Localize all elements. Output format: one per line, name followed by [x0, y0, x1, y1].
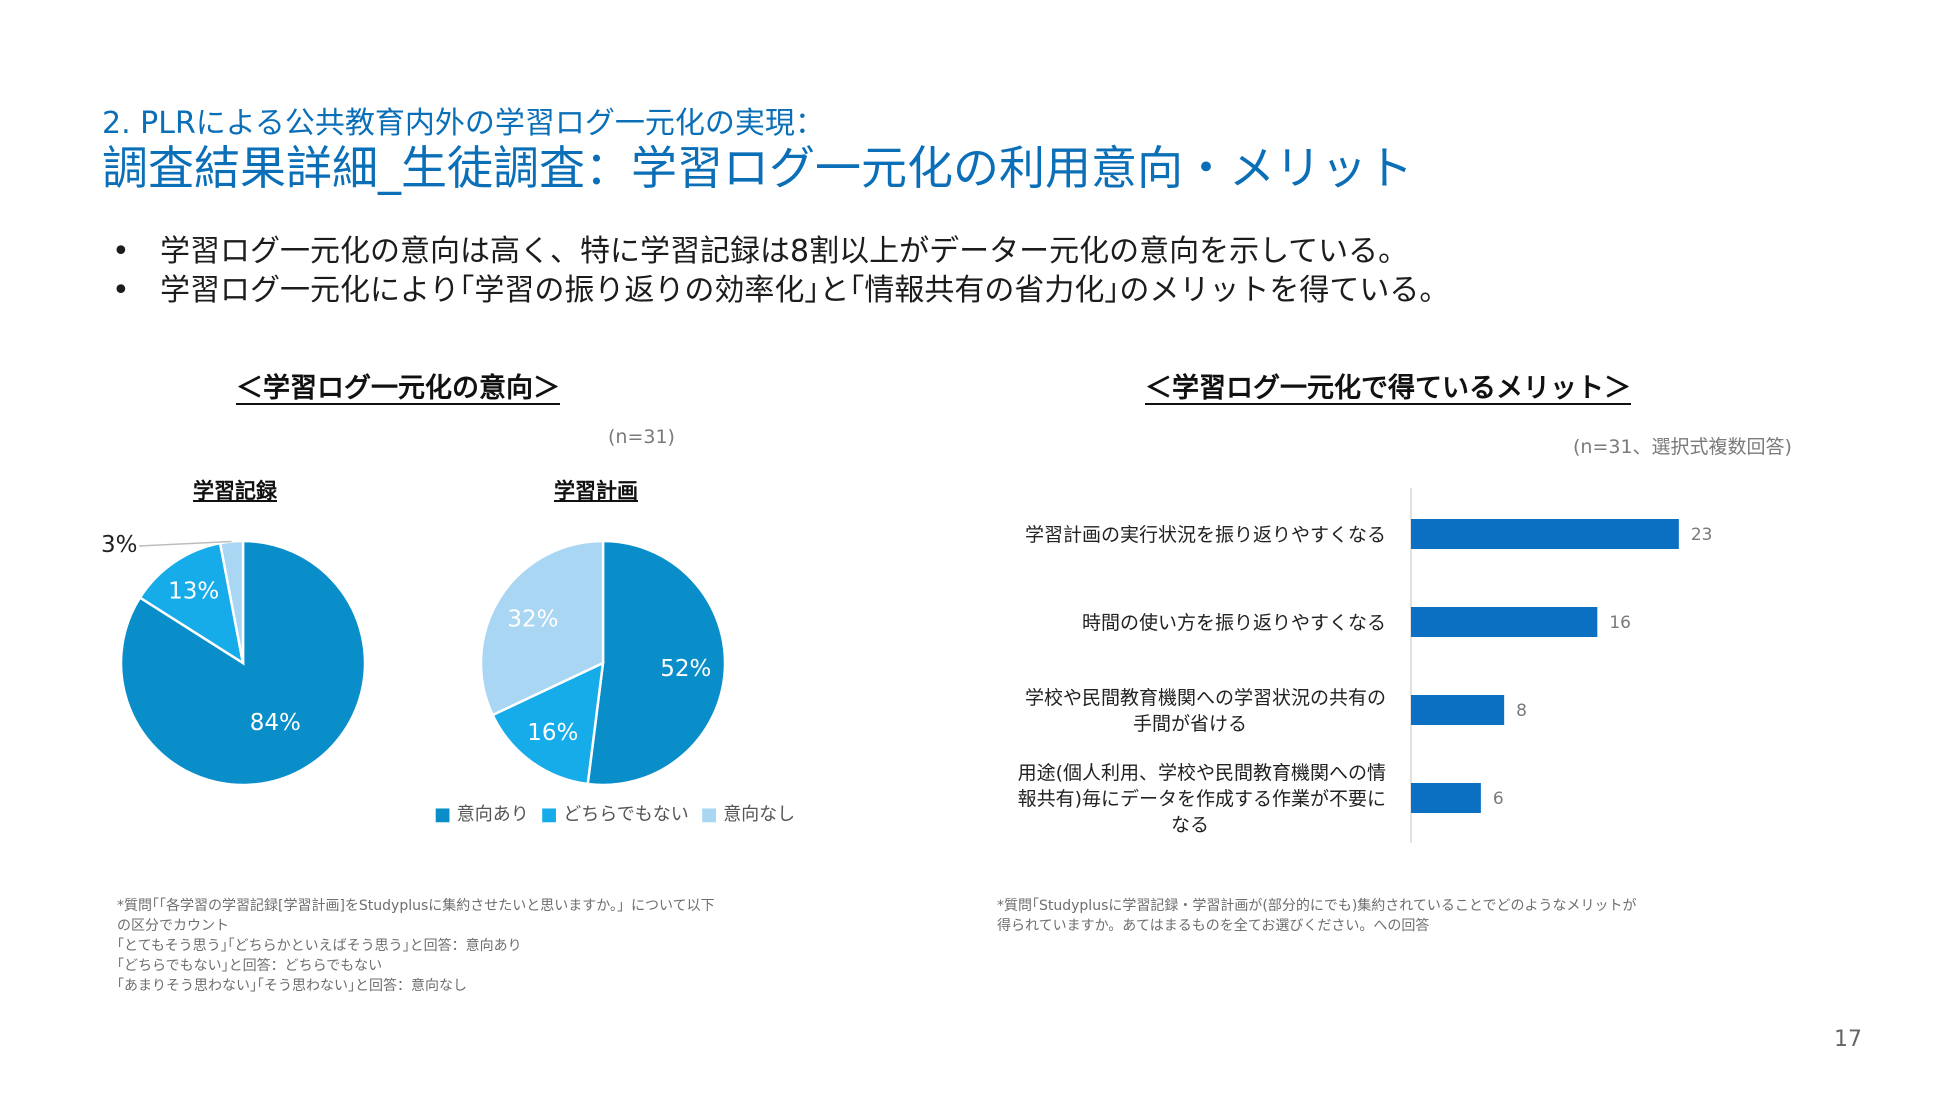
legend-marker-light: ■ — [700, 804, 718, 825]
pie-chart-plan: 52% 16% 32% — [479, 539, 727, 787]
pie-data-label: 84% — [250, 710, 301, 736]
pie-data-label: 32% — [507, 607, 558, 633]
pie-data-label: 13% — [168, 578, 219, 604]
bar — [1411, 695, 1505, 725]
bar-category-label: 報共有)毎にデータを作成する作業が不要に — [1018, 788, 1386, 810]
legend-label: 意向なし — [723, 804, 796, 825]
pie-data-label: 3% — [101, 532, 138, 558]
bar-category-label: 手間が省ける — [1133, 713, 1247, 735]
bar-value-label: 16 — [1609, 613, 1631, 633]
pie-data-label: 52% — [660, 656, 711, 682]
pie-slice — [138, 541, 245, 666]
footnote-line: *質問｢「各学習の学習記録[学習計画]をStudyplusに集約させたいと思いま… — [117, 898, 715, 914]
pie-data-label: 16% — [527, 720, 578, 746]
bullet-dot: • — [112, 273, 130, 308]
merit-bar-chart: 23 学習計画の実行状況を振り返りやすくなる 16 時間の使い方を振り返りやすくなる 8… — [1018, 488, 1713, 843]
bar — [1411, 607, 1598, 637]
intention-n-label: (n=31) — [608, 426, 675, 448]
bar-value-label: 8 — [1516, 701, 1527, 721]
pie-record-title: 学習記録 — [193, 479, 277, 503]
bullet-dot: • — [112, 234, 130, 269]
bullet-item: • 学習ログ一元化により｢学習の振り返りの効率化｣と｢情報共有の省力化｣のメリット… — [112, 265, 1449, 309]
footnote-left: *質問｢「各学習の学習記録[学習計画]をStudyplusに集約させたいと思いま… — [117, 896, 715, 996]
bullet-item: • 学習ログ一元化の意向は高く、特に学習記録は8割以上がデーター元化の意向を示して… — [112, 226, 1408, 270]
bullet-text: 学習ログ一元化により｢学習の振り返りの効率化｣と｢情報共有の省力化｣のメリットを… — [160, 273, 1450, 308]
footnote-line: *質問｢Studyplusに学習記録・学習計画が(部分的にでも)集約されているこ… — [997, 898, 1637, 914]
bar-category-label: 用途(個人利用、学校や民間教育機関への情 — [1018, 762, 1386, 784]
bar-value-label: 23 — [1691, 525, 1713, 545]
legend-label: 意向あり — [456, 804, 529, 825]
pie-slice — [490, 660, 605, 786]
legend-marker-dark: ■ — [434, 804, 452, 825]
leader-line — [138, 540, 232, 547]
bar-category-label: 学校や民間教育機関への学習状況の共有の — [1025, 687, 1386, 709]
footnote-line: ｢あまりそう思わない｣｢そう思わない｣と回答：意向なし — [117, 978, 467, 994]
bar — [1411, 783, 1481, 813]
bar — [1411, 519, 1679, 549]
pie-chart-record: 84% 13% 3% — [101, 532, 367, 787]
legend-marker-mid: ■ — [540, 804, 558, 825]
bullet-text: 学習ログ一元化の意向は高く、特に学習記録は8割以上がデーター元化の意向を示してい… — [160, 234, 1409, 269]
bar-value-label: 6 — [1493, 789, 1504, 809]
footnote-line: ｢どちらでもない｣と回答：どちらでもない — [117, 958, 383, 974]
bar-category-label: なる — [1171, 814, 1209, 836]
merit-n-label: (n=31、選択式複数回答) — [1573, 436, 1792, 458]
page-number: 17 — [1834, 1027, 1862, 1052]
footnote-line: 得られていますか。あてはまるものを全てお選びください。への回答 — [997, 918, 1430, 934]
pie-plan-title: 学習計画 — [554, 479, 638, 503]
page-subtitle: 2. PLRによる公共教育内外の学習ログ一元化の実現： — [102, 106, 825, 141]
legend-label: どちらでもない — [563, 804, 689, 825]
pie-slice — [479, 539, 605, 717]
intention-section-title: ＜学習ログ一元化の意向＞ — [236, 373, 560, 404]
bar-category-label: 学習計画の実行状況を振り返りやすくなる — [1025, 524, 1386, 546]
pie-legend: ■ 意向あり ■ どちらでもない ■ 意向なし — [434, 800, 795, 826]
footnote-line: ｢とてもそう思う｣｢どちらかといえばそう思う｣と回答：意向あり — [117, 938, 522, 954]
footnote-line: の区分でカウント — [117, 918, 229, 934]
pie-slice — [586, 539, 727, 787]
bar-category-label: 時間の使い方を振り返りやすくなる — [1082, 612, 1386, 634]
page-title: 調査結果詳細_生徒調査：学習ログ一元化の利用意向・メリット — [102, 141, 1413, 195]
merit-section-title: ＜学習ログ一元化で得ているメリット＞ — [1145, 373, 1631, 404]
footnote-right: *質問｢Studyplusに学習記録・学習計画が(部分的にでも)集約されているこ… — [997, 896, 1636, 936]
